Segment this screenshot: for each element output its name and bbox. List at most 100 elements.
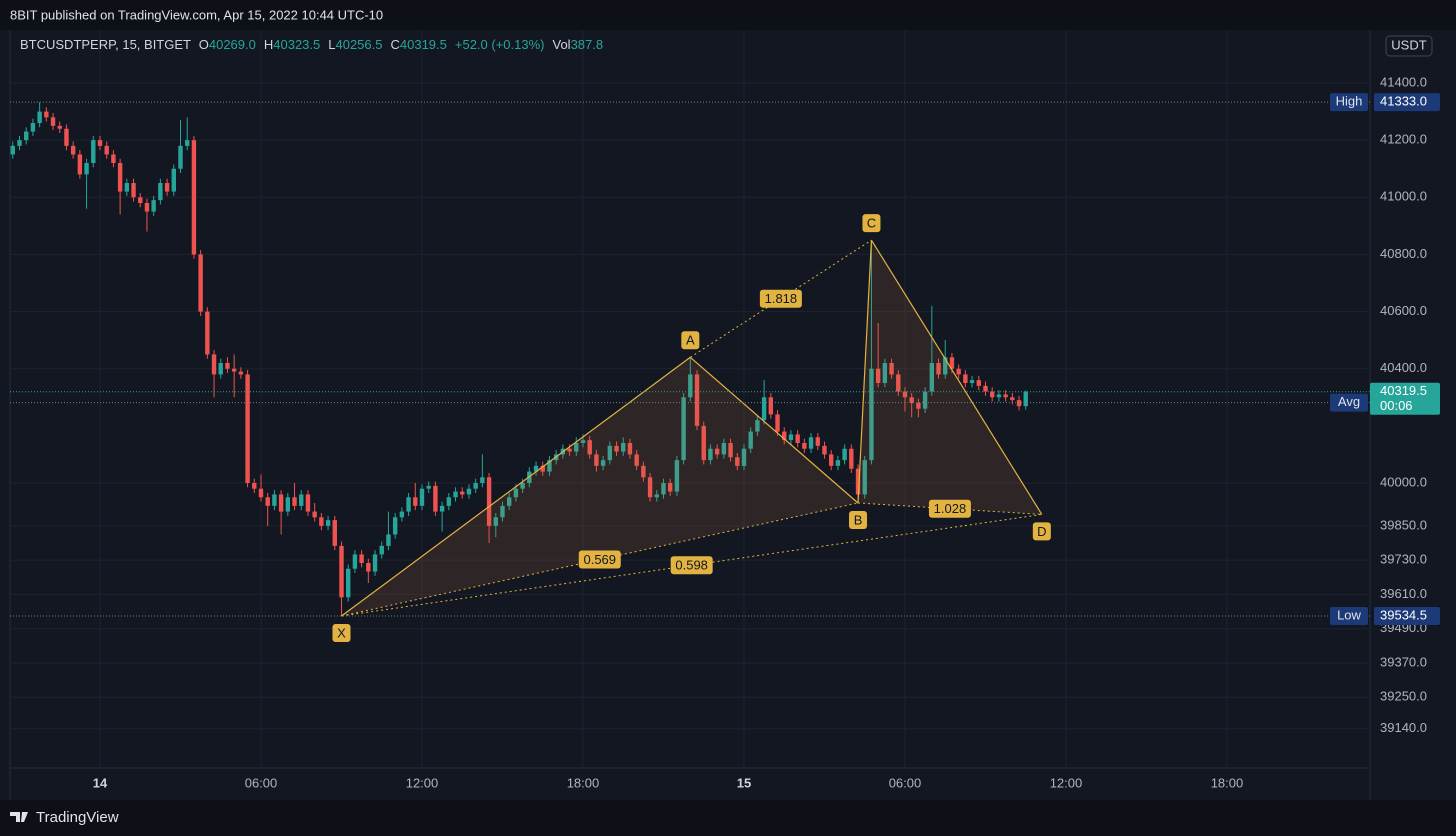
price-name: High: [1336, 94, 1363, 109]
candle-body: [909, 397, 914, 403]
grid: 41400.0 41200.0 41000.0 40800.0 40600.0 40400…: [10, 30, 1427, 790]
point-label: B: [854, 512, 863, 527]
candle-body: [144, 203, 150, 212]
y-tick-label: 39850.0: [1380, 517, 1427, 532]
candle-body: [594, 454, 599, 466]
pattern-leg: [689, 356, 859, 504]
candle-body: [97, 140, 103, 146]
candle-body: [714, 448, 720, 455]
candle-body: [64, 128, 69, 146]
candle-body: [600, 460, 606, 466]
o-label: O: [199, 37, 209, 52]
candle-body: [379, 545, 384, 555]
candle-body: [748, 431, 753, 449]
candle-body: [943, 357, 948, 375]
candle-body: [627, 443, 633, 455]
candle-body: [795, 434, 800, 443]
price-name-bg: [1330, 93, 1368, 112]
candle-body: [218, 363, 223, 375]
candle-body: [862, 460, 867, 495]
candle-body: [580, 440, 586, 443]
ratio-label: 1.818: [765, 291, 798, 306]
candle-body: [929, 363, 935, 392]
last-price-bg: [1370, 382, 1440, 415]
x-tick-label: 06:00: [889, 775, 922, 790]
price-value-bg: [1374, 93, 1440, 112]
candle-body: [721, 443, 727, 455]
pattern-ratio-line: [341, 502, 859, 617]
candle-body: [540, 465, 545, 472]
candle-body: [849, 448, 854, 469]
candle-body: [741, 448, 747, 466]
y-tick-label: 39140.0: [1380, 720, 1427, 735]
candle-body: [70, 145, 76, 155]
candle-body: [835, 460, 841, 466]
candle-body: [842, 448, 847, 461]
currency[interactable]: USDT: [1391, 37, 1426, 52]
pattern-leg: [341, 356, 691, 617]
candle-body: [694, 374, 700, 426]
last-price: 40319.5: [1380, 383, 1427, 398]
candle-body: [480, 477, 485, 483]
symbol: BTCUSDTPERP, 15, BITGET: [20, 37, 191, 52]
candle-body: [755, 420, 760, 432]
point-label-bg: [332, 624, 351, 642]
change: +52.0 (+0.13%): [455, 37, 545, 52]
candle-body: [104, 145, 109, 155]
candle-body: [614, 445, 619, 452]
candle-body: [37, 111, 42, 123]
candle-body: [372, 554, 378, 572]
candle-body: [178, 145, 183, 169]
point-label-bg: [849, 511, 868, 529]
candle-body: [466, 488, 472, 495]
candle-body: [77, 154, 83, 175]
candle-body: [896, 374, 901, 392]
candle-body: [238, 371, 244, 375]
candle-body: [520, 483, 525, 489]
y-tick-label: 39370.0: [1380, 654, 1427, 669]
candle-body: [325, 520, 331, 526]
candle-body: [674, 460, 680, 492]
candle-body: [117, 163, 123, 192]
candle-body: [399, 511, 405, 518]
vol-label: Vol: [553, 37, 571, 52]
candle-body: [1023, 391, 1028, 407]
y-tick-label: 39250.0: [1380, 689, 1427, 704]
candle-body: [346, 568, 351, 598]
candle-body: [547, 460, 552, 472]
currency-button[interactable]: [1385, 35, 1433, 57]
candle-body: [969, 380, 975, 383]
candle-body: [158, 183, 163, 201]
candle-body: [802, 443, 807, 449]
x-tick-label: 12:00: [1050, 775, 1083, 790]
candle-body: [439, 505, 445, 512]
candle-body: [976, 380, 981, 386]
candle-body: [231, 368, 237, 372]
candle-body: [1010, 397, 1015, 401]
candle-body: [299, 494, 304, 506]
candle-body: [681, 397, 686, 461]
o-value: 40269.0: [209, 37, 256, 52]
candle-body: [782, 431, 787, 441]
bottom-bar: [0, 800, 1456, 836]
candle-body: [882, 363, 888, 383]
candle-body: [24, 131, 29, 141]
y-tick-label: 40600.0: [1380, 303, 1427, 318]
candle-body: [513, 488, 519, 498]
pattern-fill: [858, 240, 1042, 515]
candle-body: [500, 505, 505, 518]
candle-body: [413, 497, 418, 506]
price-name: Low: [1337, 607, 1361, 622]
candle-body: [621, 443, 626, 452]
l-label: L: [328, 37, 335, 52]
candle-body: [486, 477, 492, 526]
point-label: C: [867, 216, 876, 231]
legend: BTCUSDTPERP, 15, BITGET O40269.0 H40323.5 L…: [20, 37, 603, 52]
candle-body: [57, 125, 62, 129]
candle-body: [419, 488, 425, 506]
candle-body: [252, 483, 257, 489]
candle-body: [869, 368, 874, 461]
candle-body: [164, 183, 170, 192]
price-value-bg: [1374, 607, 1440, 625]
